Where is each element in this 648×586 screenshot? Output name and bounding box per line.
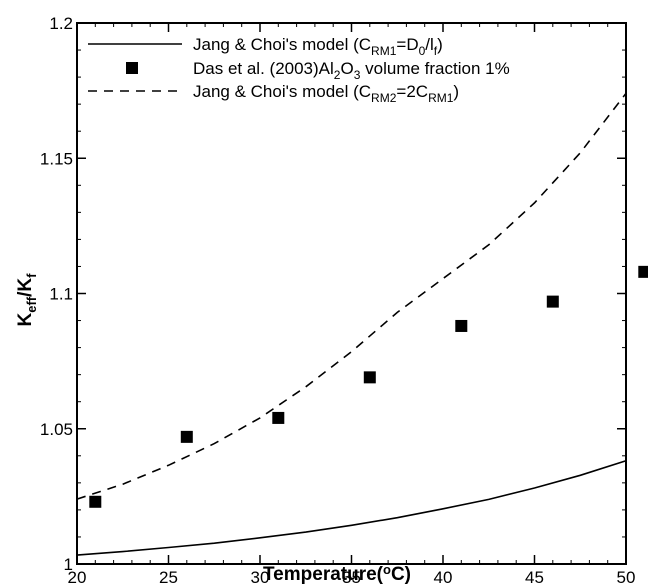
series-line-dashed: [76, 92, 627, 500]
data-point-marker: [89, 495, 102, 508]
legend: Jang & Choi's model (CRM1=D0/lf) Das et …: [88, 35, 510, 105]
series-line-solid: [76, 459, 627, 556]
x-tick-label: 30: [251, 568, 270, 586]
y-tick-label: 1.2: [49, 14, 73, 33]
y-tick-label: 1: [64, 555, 73, 574]
legend-square-marker-icon: [126, 62, 138, 74]
data-point-marker: [455, 319, 468, 332]
x-tick-label: 45: [525, 568, 544, 586]
x-tick-label: 20: [68, 568, 87, 586]
data-point-marker: [272, 411, 285, 424]
x-tick-label: 50: [617, 568, 636, 586]
data-point-marker: [363, 371, 376, 384]
data-point-marker: [546, 295, 559, 308]
series-layer: [76, 92, 648, 556]
x-tick-label: 25: [159, 568, 178, 586]
y-tick-label: 1.05: [40, 420, 73, 439]
y-tick-label: 1.1: [49, 285, 73, 304]
y-tick-label: 1.15: [40, 149, 73, 168]
data-point-marker: [180, 430, 193, 443]
data-point-marker: [638, 265, 648, 278]
x-tick-label: 40: [434, 568, 453, 586]
x-tick-label: 35: [342, 568, 361, 586]
axis-ticks: 20 25 30 35 40 45 50 1 1.05 1.1 1.15 1.2: [40, 14, 636, 586]
legend-entry-2: Das et al. (2003)Al2O3 volume fraction 1…: [193, 59, 510, 82]
x-axis-title: Temperature(oC): [263, 562, 411, 585]
